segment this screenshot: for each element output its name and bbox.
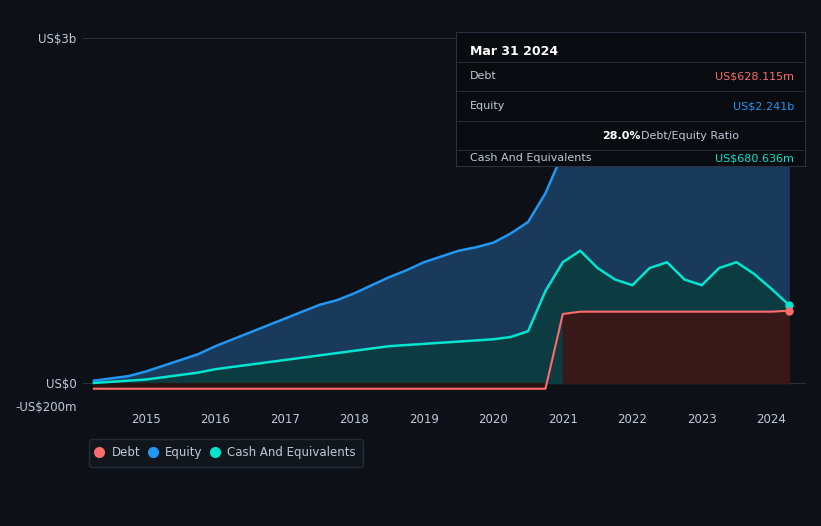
Text: Debt: Debt <box>470 72 497 82</box>
Text: US$680.636m: US$680.636m <box>715 153 794 163</box>
Text: Equity: Equity <box>470 101 505 111</box>
Text: US$2.241b: US$2.241b <box>733 101 794 111</box>
Text: 28.0%: 28.0% <box>603 130 640 140</box>
Text: Cash And Equivalents: Cash And Equivalents <box>470 153 591 163</box>
Legend: Debt, Equity, Cash And Equivalents: Debt, Equity, Cash And Equivalents <box>89 439 363 467</box>
Text: Debt/Equity Ratio: Debt/Equity Ratio <box>640 130 739 140</box>
Text: Mar 31 2024: Mar 31 2024 <box>470 45 557 58</box>
Text: US$628.115m: US$628.115m <box>715 72 794 82</box>
